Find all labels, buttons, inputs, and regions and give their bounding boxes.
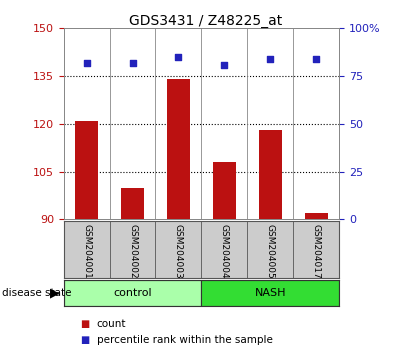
Text: GSM204001: GSM204001 xyxy=(82,224,91,279)
Bar xyxy=(64,280,201,306)
Text: GSM204017: GSM204017 xyxy=(312,224,321,279)
Text: ■: ■ xyxy=(80,319,90,329)
Text: GSM204002: GSM204002 xyxy=(128,224,137,279)
Bar xyxy=(305,213,328,219)
Text: GDS3431 / Z48225_at: GDS3431 / Z48225_at xyxy=(129,14,282,28)
Point xyxy=(129,60,136,65)
Text: GSM204004: GSM204004 xyxy=(220,224,229,279)
Point xyxy=(313,56,319,62)
Text: control: control xyxy=(113,288,152,298)
Bar xyxy=(213,162,236,219)
Bar xyxy=(75,121,98,219)
Text: ▶: ▶ xyxy=(50,286,60,299)
Text: ■: ■ xyxy=(80,335,90,345)
Text: count: count xyxy=(97,319,126,329)
Bar xyxy=(167,79,190,219)
Text: GSM204003: GSM204003 xyxy=(174,224,183,279)
Point xyxy=(221,62,228,68)
Point xyxy=(267,56,274,62)
Bar xyxy=(121,188,144,219)
Point xyxy=(175,54,182,60)
Bar xyxy=(259,130,282,219)
Text: NASH: NASH xyxy=(254,288,286,298)
Text: disease state: disease state xyxy=(2,288,72,298)
Text: percentile rank within the sample: percentile rank within the sample xyxy=(97,335,272,345)
Text: GSM204005: GSM204005 xyxy=(266,224,275,279)
Bar xyxy=(201,280,339,306)
Point xyxy=(83,60,90,65)
